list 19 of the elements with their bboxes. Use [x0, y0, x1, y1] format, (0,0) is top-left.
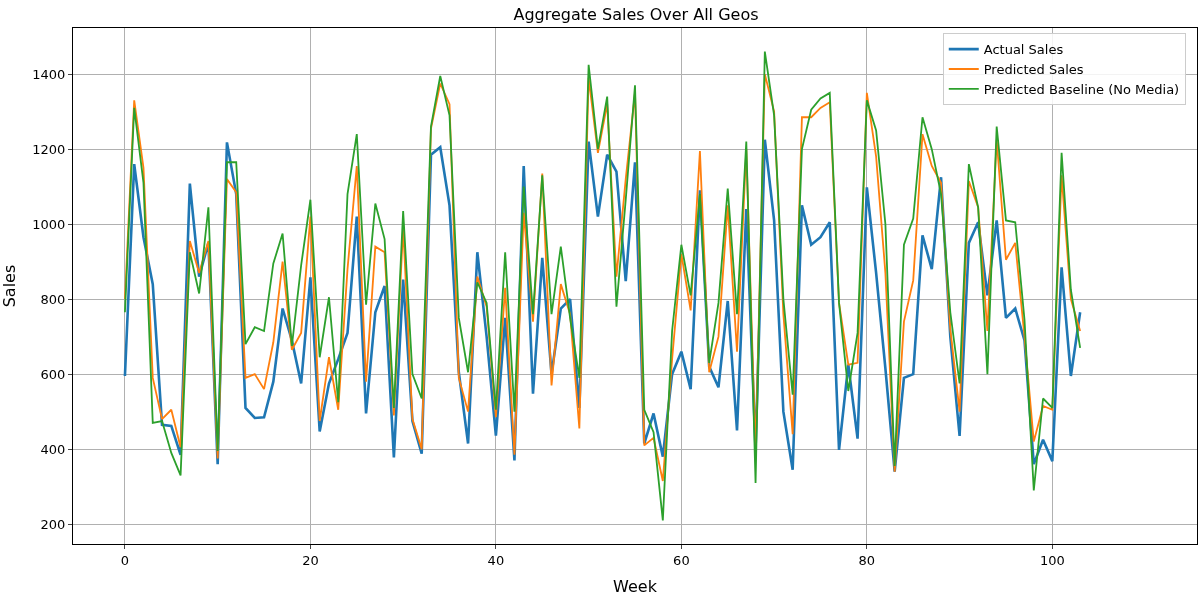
- x-axis-title: Week: [613, 577, 658, 596]
- x-tick-label: 20: [302, 552, 319, 568]
- x-tick-label: 40: [487, 552, 505, 568]
- x-tick-label: 0: [120, 552, 130, 568]
- x-tick-label: 80: [858, 552, 876, 568]
- y-axis-title: Sales: [0, 264, 19, 308]
- legend-label: Actual Sales: [983, 42, 1064, 58]
- y-tick-label: 800: [40, 291, 66, 307]
- y-tick-label: 400: [40, 441, 66, 457]
- chart-title: Aggregate Sales Over All Geos: [513, 5, 759, 25]
- legend-label: Predicted Sales: [983, 62, 1084, 78]
- y-tick-label: 200: [40, 516, 66, 532]
- x-tick-label: 100: [1039, 552, 1065, 568]
- y-tick-label: 600: [40, 366, 66, 382]
- legend-label: Predicted Baseline (No Media): [983, 81, 1180, 97]
- y-tick-label: 1000: [32, 216, 66, 232]
- y-tick-label: 1200: [32, 141, 66, 157]
- x-tick-label: 60: [673, 552, 690, 568]
- y-tick-label: 1400: [32, 66, 66, 82]
